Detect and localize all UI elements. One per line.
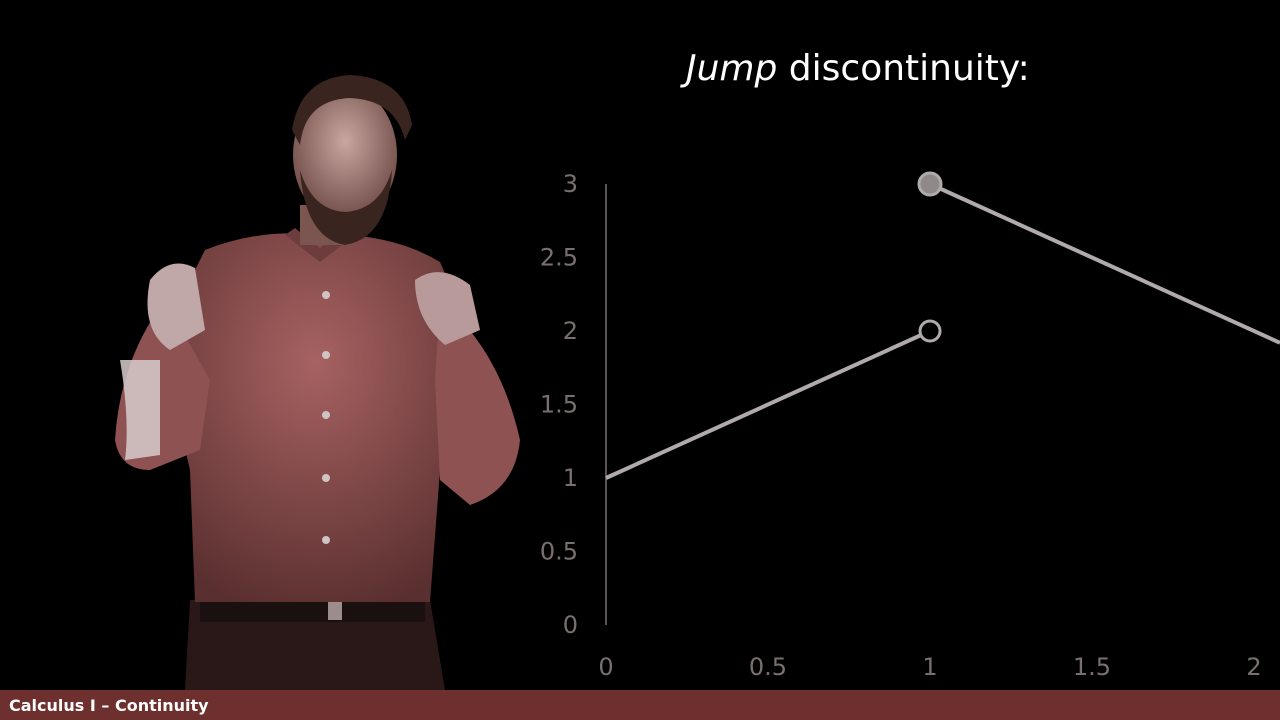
series-line-2 [929,182,1280,345]
y-tick-label: 1.5 [540,391,578,419]
filled-point-marker [917,171,943,197]
y-tick-label: 3 [563,170,578,198]
x-tick-label: 0 [598,653,613,681]
slide-title-emphasis: Jump [686,48,778,89]
x-tick-label: 1 [922,653,937,681]
y-tick-label: 0.5 [540,538,578,566]
x-tick-label: 1.5 [1073,653,1111,681]
y-tick-label: 0 [563,611,578,639]
open-point-marker [918,319,942,343]
y-tick-label: 1 [563,464,578,492]
jump-discontinuity-chart: 0 0.5 1 1.5 2 2.5 3 0 0.5 1 1.5 2 [540,170,1280,681]
presenter-image [115,75,520,690]
slide-title-rest: discontinuity: [777,48,1030,89]
x-tick-label: 2 [1246,653,1261,681]
footer-bar: Calculus I – Continuity [0,690,1280,720]
course-title: Calculus I – Continuity [9,696,209,715]
x-tick-label: 0.5 [749,653,787,681]
series-line-1 [605,329,931,480]
series-layer [605,171,1280,480]
y-tick-label: 2.5 [540,244,578,272]
x-tick-labels: 0 0.5 1 1.5 2 [598,653,1261,681]
slide-title: Jump discontinuity: [686,48,1030,89]
y-tick-label: 2 [563,317,578,345]
y-tick-labels: 0 0.5 1 1.5 2 2.5 3 [540,170,578,639]
